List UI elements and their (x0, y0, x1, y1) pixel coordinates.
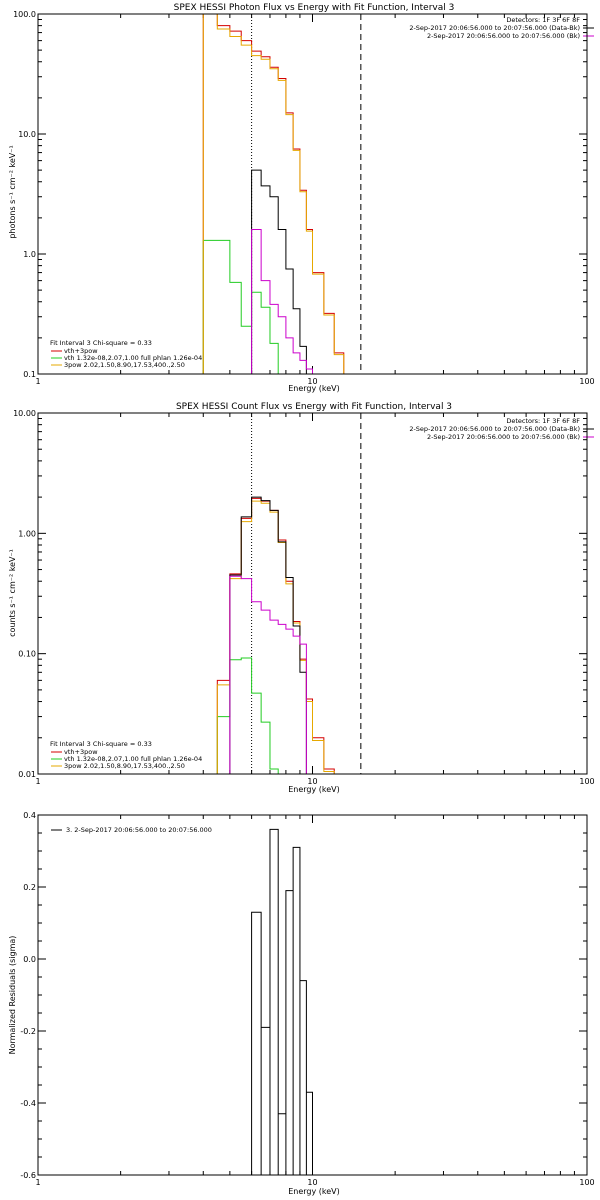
photon-flux-title: SPEX HESSI Photon Flux vs Energy with Fi… (174, 3, 455, 13)
series-line-1 (203, 657, 279, 775)
residuals-series (251, 828, 313, 1175)
photon-flux-legend-vth: vth 1.32e-08,2.07,1.00 full phlan 1.26e-… (64, 354, 202, 362)
photon-flux-info-box: Detectors: 1F 3F 6F 8F 2-Sep-2017 20:06:… (409, 16, 594, 40)
series-line-2 (202, 13, 345, 374)
count-flux-data-bk-label: 2-Sep-2017 20:06:56.000 to 20:07:56.000 … (409, 425, 580, 433)
photon-flux-legend-3pow: 3pow 2.02,1.50,8.90,17.53,400.,2.50 (64, 361, 185, 369)
count-flux-detectors-label: Detectors: 1F 3F 6F 8F (506, 417, 580, 425)
y-tick-label: 0.1 (23, 370, 36, 379)
x-tick-label: 100 (579, 1178, 594, 1187)
count-flux-legend-vth: vth 1.32e-08,2.07,1.00 full phlan 1.26e-… (64, 755, 202, 763)
x-tick-label: 1 (35, 777, 40, 786)
photon-flux-legend: Fit Interval 3 Chi-square = 0.33 vth+3po… (50, 339, 202, 369)
y-tick-label: -0.6 (20, 1171, 36, 1180)
x-tick-label: 100 (579, 777, 594, 786)
x-tick-label: 10 (307, 377, 317, 386)
residuals-ylabel: Normalized Residuals (sigma) (8, 936, 17, 1055)
y-tick-label: -0.4 (20, 1099, 36, 1108)
count-flux-xlabel: Energy (keV) (288, 785, 340, 794)
residuals-legend: 3. 2-Sep-2017 20:06:56.000 to 20:07:56.0… (51, 826, 212, 834)
y-tick-label: 100.0 (13, 10, 36, 19)
photon-flux-ticks: 1 10 100 0.1 1.0 10.0 100.0 (13, 10, 595, 386)
count-flux-info-box: Detectors: 1F 3F 6F 8F 2-Sep-2017 20:06:… (409, 417, 594, 441)
y-tick-label: 0.0 (23, 955, 36, 964)
count-flux-series (203, 496, 335, 775)
count-flux-legend-3pow: 3pow 2.02,1.50,8.90,17.53,400.,2.50 (64, 762, 185, 770)
count-flux-ylabel: counts s⁻¹ cm⁻² keV⁻¹ (8, 549, 17, 637)
photon-flux-plot-frame (37, 13, 588, 375)
photon-flux-legend-vth3pow: vth+3pow (64, 347, 98, 355)
residuals-legend-label: 3. 2-Sep-2017 20:06:56.000 to 20:07:56.0… (66, 826, 212, 834)
y-tick-label: 0.01 (18, 770, 36, 779)
x-tick-label: 100 (579, 377, 594, 386)
y-tick-label: 1.0 (23, 250, 36, 259)
y-tick-label: 10.0 (18, 130, 36, 139)
photon-flux-data-bk-label: 2-Sep-2017 20:06:56.000 to 20:07:56.000 … (409, 24, 580, 32)
residuals-ticks: 1 10 100 -0.6 -0.4 -0.2 0.0 0.2 0.4 (20, 811, 594, 1187)
photon-flux-xlabel: Energy (keV) (288, 384, 340, 393)
count-flux-title: SPEX HESSI Count Flux vs Energy with Fit… (176, 402, 452, 412)
y-tick-label: 0.4 (23, 811, 36, 820)
y-tick-label: -0.2 (20, 1027, 36, 1036)
x-tick-label: 1 (35, 1178, 40, 1187)
photon-flux-detectors-label: Detectors: 1F 3F 6F 8F (506, 16, 580, 24)
count-flux-plot-frame (37, 412, 588, 775)
x-tick-label: 1 (35, 377, 40, 386)
count-flux-legend: Fit Interval 3 Chi-square = 0.33 vth+3po… (50, 740, 202, 770)
photon-flux-panel: SPEX HESSI Photon Flux vs Energy with Fi… (8, 3, 595, 393)
count-flux-ticks: 1 10 100 0.01 0.10 1.00 10.00 (13, 409, 595, 786)
x-tick-label: 10 (307, 777, 317, 786)
x-tick-label: 10 (307, 1178, 317, 1187)
y-tick-label: 0.2 (23, 883, 36, 892)
residuals-plot-frame (37, 814, 588, 1176)
y-tick-label: 1.00 (18, 529, 36, 538)
count-flux-bk-label: 2-Sep-2017 20:06:56.000 to 20:07:56.000 … (427, 433, 580, 441)
photon-flux-ylabel: photons s⁻¹ cm⁻² keV⁻¹ (8, 145, 17, 238)
count-flux-legend-header: Fit Interval 3 Chi-square = 0.33 (50, 740, 152, 748)
count-flux-legend-vth3pow: vth+3pow (64, 748, 98, 756)
y-tick-label: 0.10 (18, 650, 36, 659)
y-tick-label: 10.00 (13, 409, 36, 418)
series-line-3 (251, 169, 313, 375)
residuals-panel: Energy (keV) Normalized Residuals (sigma… (8, 811, 595, 1196)
series-line-2 (203, 500, 335, 775)
series-line-0 (203, 497, 335, 775)
series-line-4 (229, 575, 307, 774)
residuals-xlabel: Energy (keV) (288, 1187, 340, 1196)
photon-flux-legend-header: Fit Interval 3 Chi-square = 0.33 (50, 339, 152, 347)
series-line-0 (202, 13, 345, 374)
series-line-4 (251, 229, 313, 374)
series-line-0 (251, 828, 313, 1175)
photon-flux-series (202, 13, 345, 375)
series-line-3 (229, 496, 307, 774)
count-flux-panel: SPEX HESSI Count Flux vs Energy with Fit… (8, 402, 595, 794)
photon-flux-bk-label: 2-Sep-2017 20:06:56.000 to 20:07:56.000 … (427, 32, 580, 40)
